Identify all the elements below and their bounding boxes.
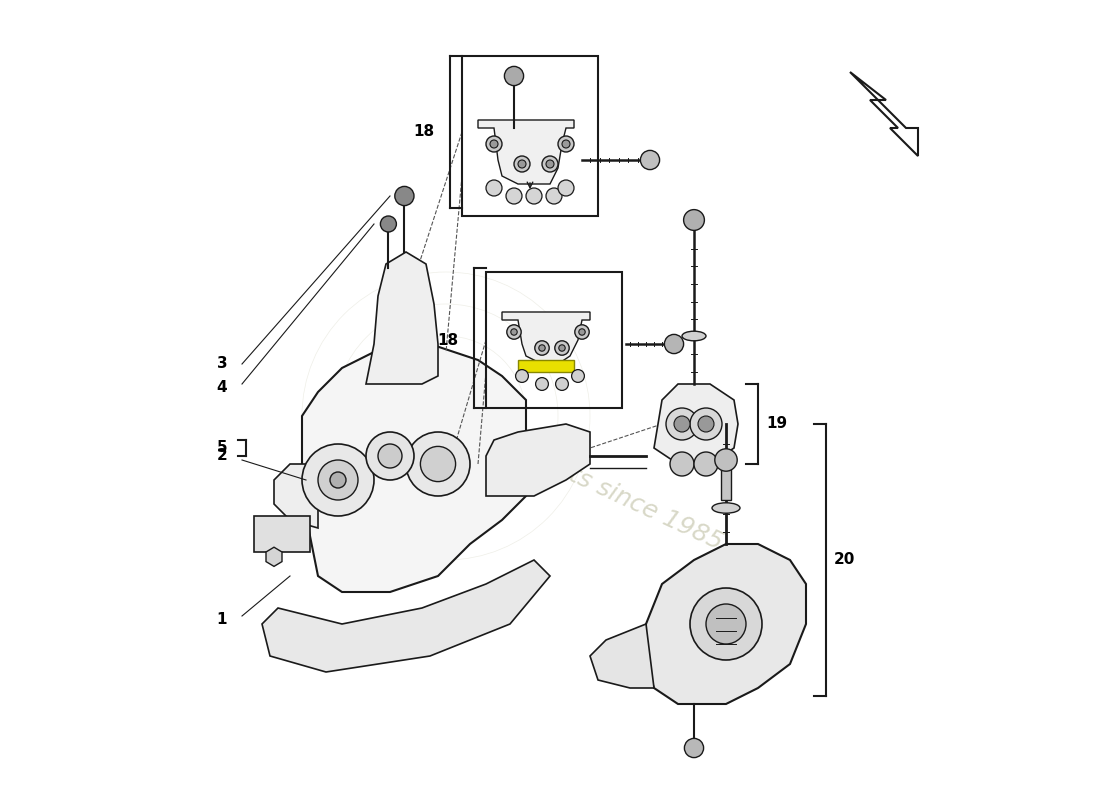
Polygon shape — [486, 424, 590, 496]
Text: 18: 18 — [412, 125, 434, 139]
Circle shape — [366, 432, 414, 480]
Text: 2: 2 — [217, 449, 228, 463]
Circle shape — [670, 452, 694, 476]
Circle shape — [706, 604, 746, 644]
Circle shape — [683, 210, 704, 230]
Circle shape — [518, 160, 526, 168]
Circle shape — [381, 216, 396, 232]
Circle shape — [395, 186, 414, 206]
Text: 20: 20 — [834, 553, 856, 567]
Circle shape — [406, 432, 470, 496]
Circle shape — [546, 160, 554, 168]
Polygon shape — [302, 344, 526, 592]
Circle shape — [542, 156, 558, 172]
Polygon shape — [366, 252, 438, 384]
Bar — [486, 272, 621, 408]
Circle shape — [516, 370, 528, 382]
Polygon shape — [262, 560, 550, 672]
Circle shape — [302, 444, 374, 516]
Circle shape — [506, 188, 522, 204]
Text: 1: 1 — [217, 613, 228, 627]
Circle shape — [330, 472, 346, 488]
Text: 3: 3 — [217, 357, 228, 371]
Circle shape — [684, 738, 704, 758]
Ellipse shape — [712, 503, 740, 514]
Circle shape — [562, 140, 570, 148]
Circle shape — [514, 156, 530, 172]
Text: 18: 18 — [437, 333, 458, 347]
Text: a passion for parts since 1985: a passion for parts since 1985 — [374, 374, 726, 554]
Polygon shape — [590, 624, 654, 688]
Circle shape — [535, 341, 549, 355]
Circle shape — [486, 180, 502, 196]
Circle shape — [558, 136, 574, 152]
Text: 5: 5 — [217, 441, 228, 455]
Circle shape — [559, 345, 565, 351]
Circle shape — [510, 329, 517, 335]
Circle shape — [640, 150, 660, 170]
Text: 4: 4 — [217, 381, 228, 395]
Circle shape — [715, 449, 737, 471]
Circle shape — [690, 408, 722, 440]
Circle shape — [664, 334, 683, 354]
Bar — [462, 56, 598, 216]
Polygon shape — [654, 384, 738, 464]
Bar — [518, 360, 574, 372]
Polygon shape — [502, 312, 590, 364]
Circle shape — [575, 325, 590, 339]
Polygon shape — [850, 72, 918, 156]
Circle shape — [526, 188, 542, 204]
Circle shape — [318, 460, 358, 500]
Circle shape — [579, 329, 585, 335]
Circle shape — [698, 416, 714, 432]
Bar — [254, 516, 310, 552]
Polygon shape — [478, 120, 574, 184]
Polygon shape — [274, 464, 318, 528]
Circle shape — [420, 446, 455, 482]
Text: 19: 19 — [766, 417, 788, 431]
Circle shape — [554, 341, 569, 355]
Circle shape — [556, 378, 569, 390]
Circle shape — [378, 444, 402, 468]
Circle shape — [490, 140, 498, 148]
Circle shape — [536, 378, 549, 390]
Circle shape — [539, 345, 546, 351]
Circle shape — [558, 180, 574, 196]
Circle shape — [505, 66, 524, 86]
Circle shape — [507, 325, 521, 339]
Circle shape — [546, 188, 562, 204]
Bar — [722, 464, 730, 500]
Polygon shape — [266, 547, 282, 566]
Circle shape — [486, 136, 502, 152]
Circle shape — [694, 452, 718, 476]
Circle shape — [666, 408, 698, 440]
Polygon shape — [646, 544, 806, 704]
Ellipse shape — [682, 331, 706, 341]
Circle shape — [690, 588, 762, 660]
Circle shape — [674, 416, 690, 432]
Circle shape — [572, 370, 584, 382]
